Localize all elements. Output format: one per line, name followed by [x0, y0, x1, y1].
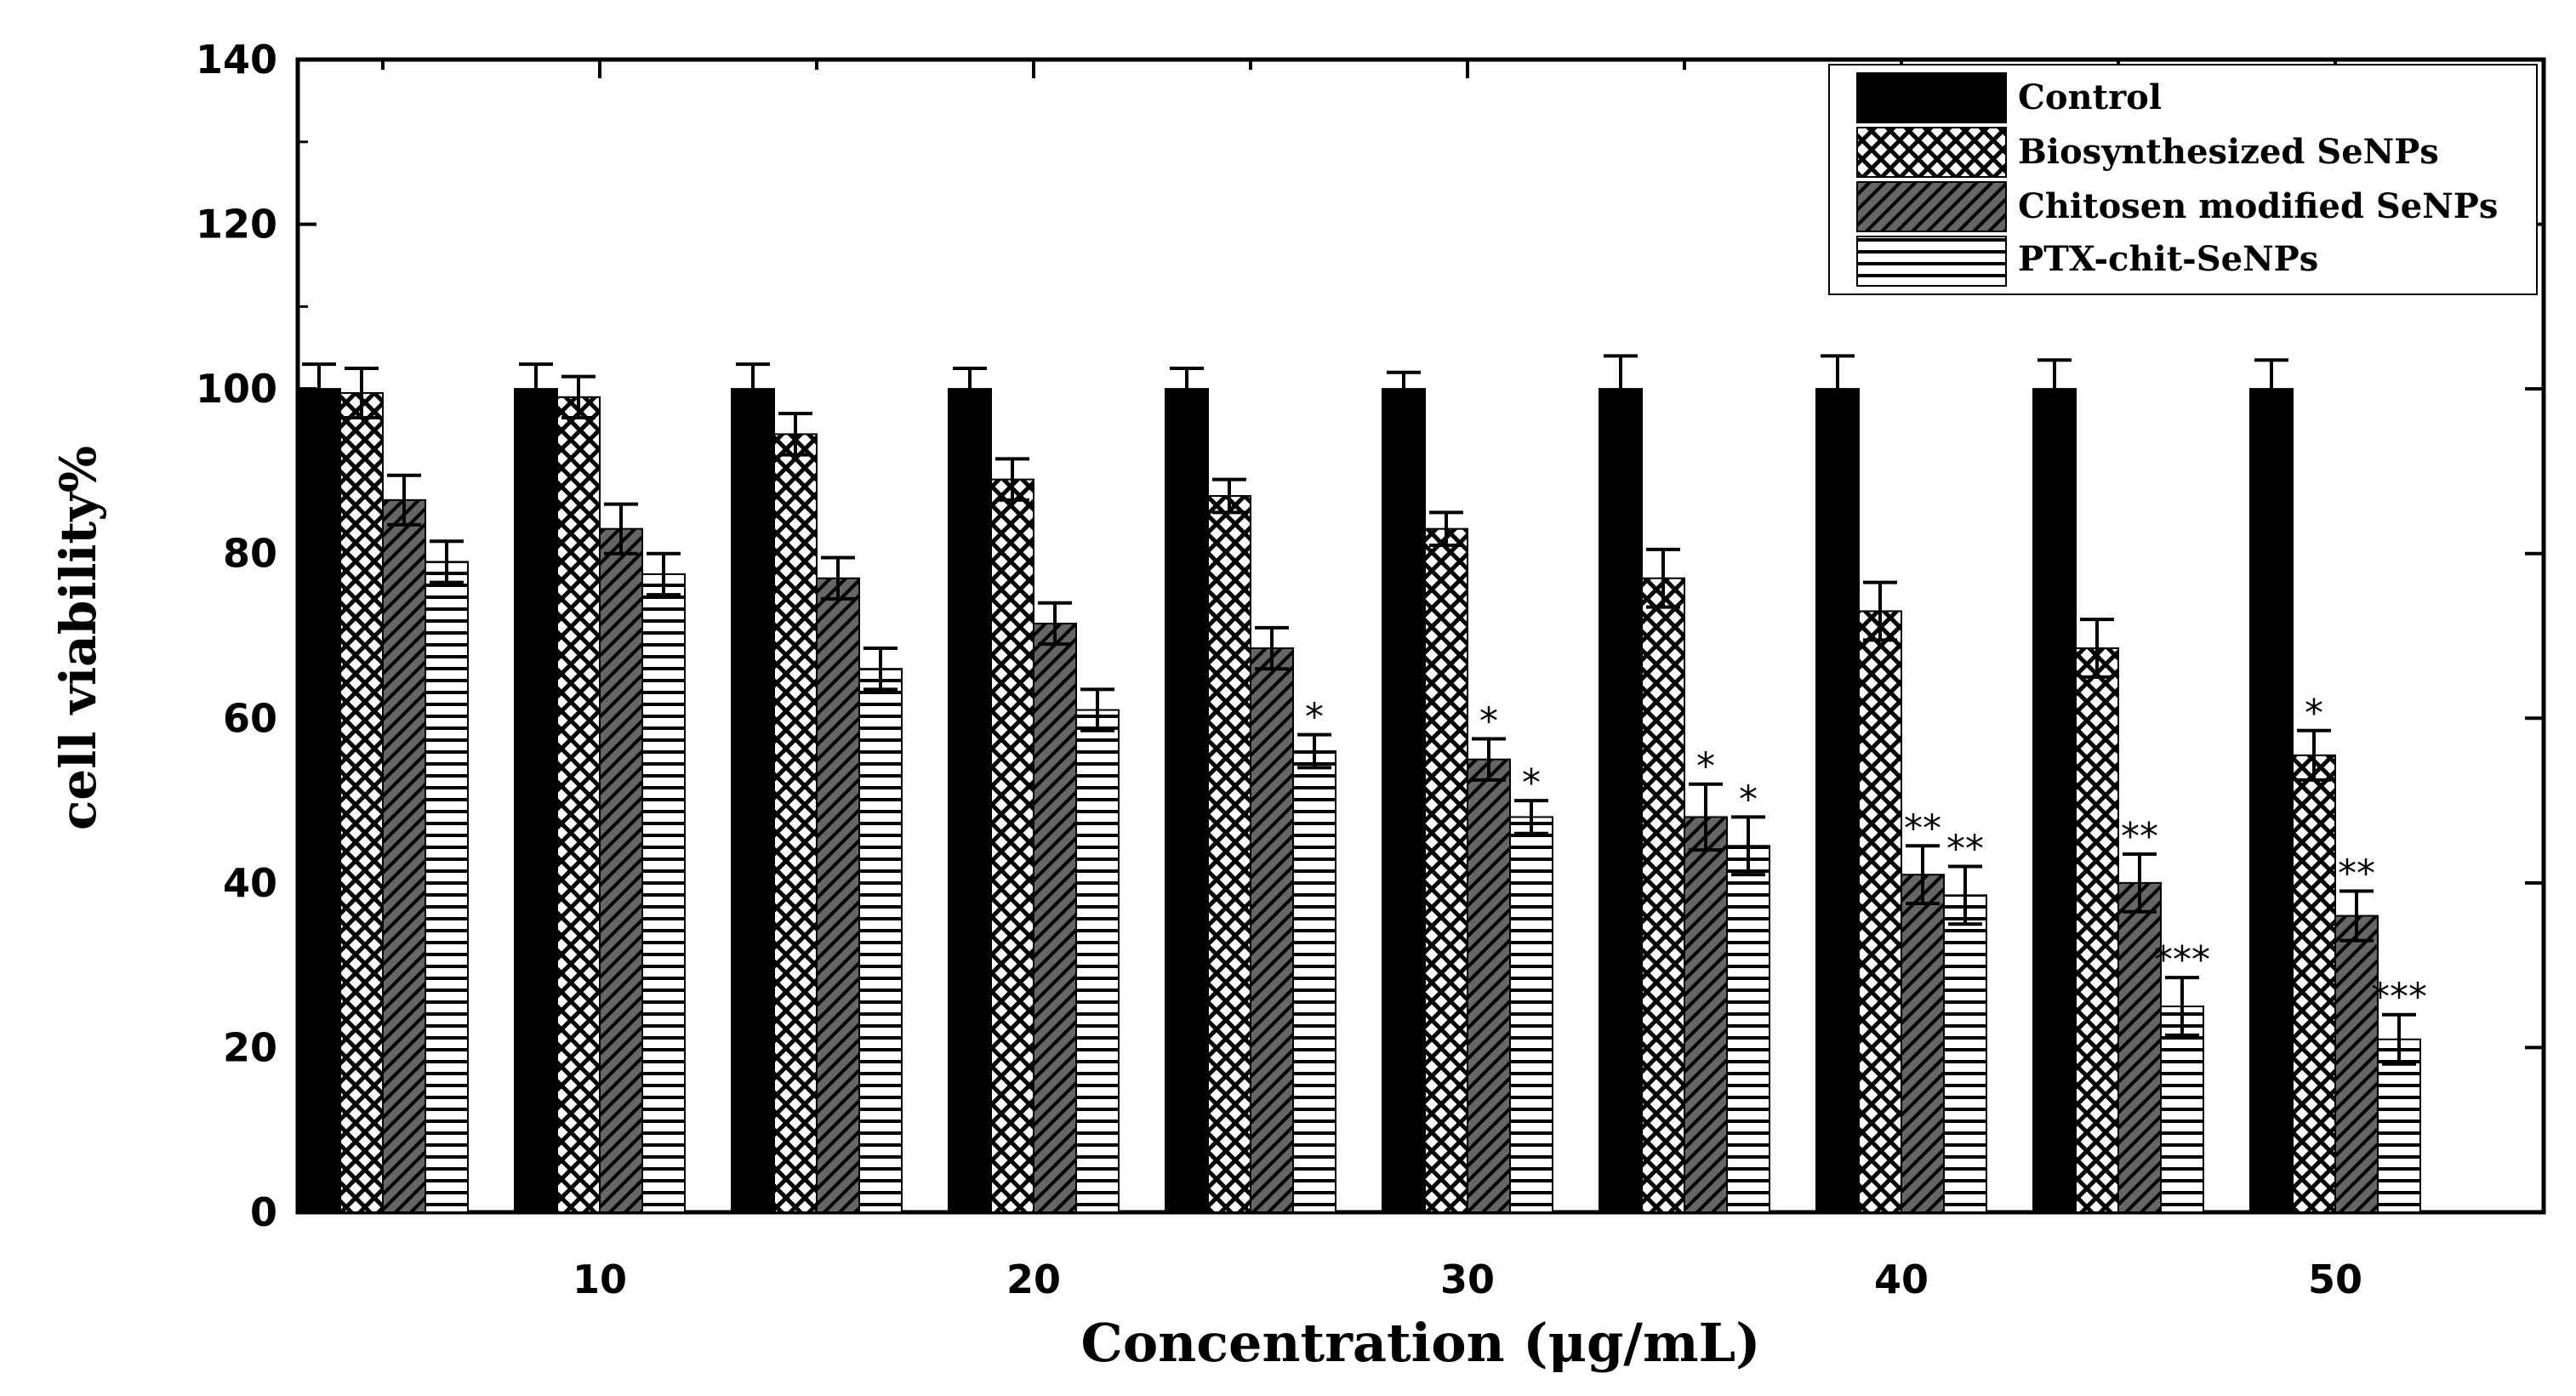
bar-series-1: [514, 388, 558, 1213]
significance-marker: *: [1522, 761, 1541, 805]
bar-series-1: [1815, 388, 1860, 1213]
bar-series-2: [1641, 577, 1685, 1213]
bar-series-1: [1599, 388, 1643, 1213]
bar-series-2: [556, 396, 601, 1214]
y-axis-title: cell viability%: [49, 446, 107, 830]
bar-series-2: [773, 433, 818, 1213]
bar-series-4: [1726, 845, 1770, 1214]
significance-marker: *: [1305, 696, 1324, 739]
bar-series-4: [2377, 1038, 2421, 1213]
bar-series-3: [2334, 915, 2379, 1213]
significance-marker: *: [2305, 692, 2323, 735]
y-axis: 0 20 40 60 80 100 120 140: [196, 37, 2544, 1235]
bar-series-1: [1165, 388, 1209, 1213]
x-tick-label: 20: [1006, 1256, 1061, 1302]
significance-marker: **: [2338, 852, 2375, 896]
x-axis-title: Concentration (μg/mL): [1081, 1312, 1761, 1374]
bar-series-1: [948, 388, 992, 1213]
legend-label-control: Control: [2018, 77, 2162, 117]
bar-series-2: [990, 478, 1034, 1213]
bar-series-2: [1858, 610, 1902, 1213]
y-tick-label: 120: [196, 202, 277, 248]
significance-marker: **: [2121, 815, 2158, 858]
bar-series-2: [2292, 754, 2336, 1213]
x-axis: 10 20 30 40 50: [381, 60, 2362, 1302]
bar-series-2: [339, 391, 384, 1214]
significance-marker: **: [1946, 828, 1984, 871]
significance-marker: **: [1904, 806, 1941, 850]
y-tick-label: 20: [223, 1024, 277, 1070]
x-tick-label: 50: [2308, 1256, 2362, 1302]
legend-swatch-control: [1856, 72, 2007, 123]
bar-series-1: [731, 388, 775, 1213]
significance-marker: *: [1479, 699, 1498, 743]
bar-series-2: [1424, 527, 1468, 1213]
bar-series-4: [858, 668, 903, 1213]
legend-label-chitosen: Chitosen modified SeNPs: [2018, 186, 2498, 226]
bars: ***** ****** *********: [297, 354, 2427, 1214]
legend-label-biosynthesized: Biosynthesized SeNPs: [2018, 132, 2439, 172]
bar-series-2: [1207, 494, 1251, 1213]
significance-marker: ***: [2371, 976, 2427, 1019]
significance-marker: *: [1739, 778, 1758, 821]
bar-series-3: [1467, 758, 1511, 1213]
significance-marker: *: [1696, 745, 1715, 789]
bar-series-3: [816, 577, 860, 1213]
bar-series-3: [599, 527, 643, 1213]
bar-series-4: [641, 573, 686, 1213]
bar-series-4: [1509, 816, 1553, 1214]
bar-series-2: [2075, 647, 2119, 1213]
bar-series-4: [1943, 894, 1987, 1213]
y-tick-label: 0: [250, 1189, 277, 1235]
x-tick-label: 10: [573, 1256, 627, 1302]
y-tick-label: 100: [196, 366, 277, 412]
bar-series-3: [2117, 881, 2162, 1214]
bar-series-3: [1250, 647, 1294, 1213]
legend-swatch-chitosen: [1856, 181, 2007, 232]
x-tick-label: 40: [1874, 1256, 1929, 1302]
bar-series-3: [382, 499, 426, 1213]
bar-series-3: [1901, 874, 1945, 1214]
bar-series-4: [2160, 1006, 2204, 1214]
legend: Control Biosynthesized SeNPs Chitosen mo…: [1828, 64, 2538, 295]
bar-series-4: [1292, 750, 1336, 1213]
bar-series-3: [1033, 622, 1077, 1213]
bar-series-1: [2249, 388, 2294, 1213]
bar-series-1: [2032, 388, 2077, 1213]
bar-series-3: [1684, 816, 1728, 1214]
bar-series-4: [1075, 709, 1120, 1213]
legend-swatch-ptx: [1856, 236, 2007, 287]
bar-series-1: [297, 388, 341, 1213]
y-tick-label: 80: [223, 531, 277, 577]
y-tick-label: 60: [223, 695, 277, 741]
significance-marker: ***: [2154, 938, 2210, 982]
bar-series-4: [425, 561, 469, 1213]
bar-series-1: [1382, 388, 1426, 1213]
x-tick-label: 30: [1440, 1256, 1495, 1302]
legend-label-ptx: PTX-chit-SeNPs: [2018, 239, 2318, 279]
y-tick-label: 40: [223, 860, 277, 906]
legend-swatch-biosynthesized: [1856, 127, 2007, 178]
y-tick-label: 140: [196, 37, 277, 83]
